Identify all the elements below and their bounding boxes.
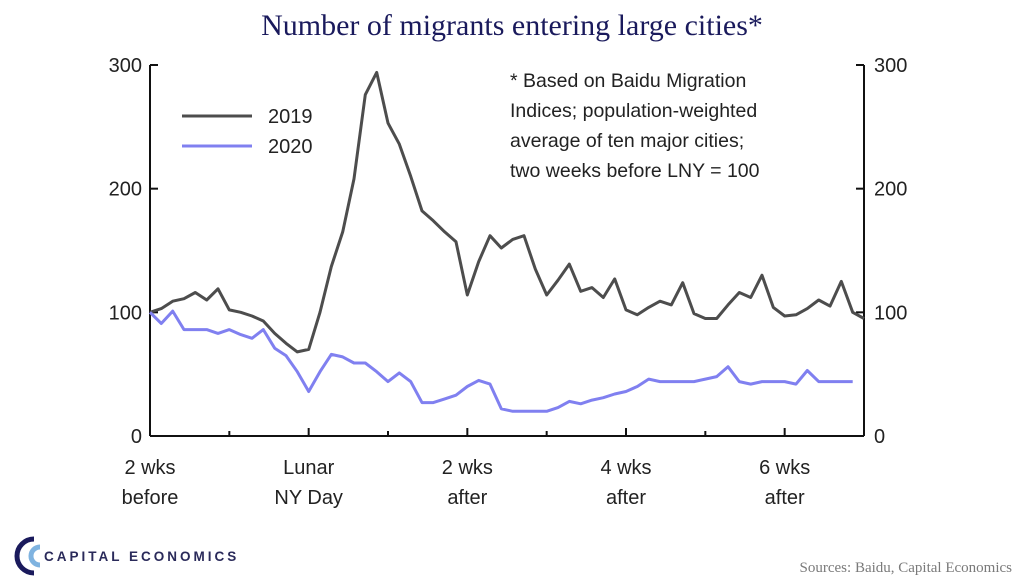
x-tick-label: 6 wks — [759, 457, 810, 479]
series-line-2020 — [148, 309, 853, 413]
series-group — [148, 70, 865, 413]
legend: 2019 2020 — [182, 106, 313, 158]
x-tick-label: 2 wks — [442, 457, 493, 479]
legend-label-2020: 2020 — [268, 136, 313, 158]
left-y-tick-label: 200 — [109, 179, 142, 201]
x-tick-label: after — [606, 487, 646, 509]
x-tick-label: NY Day — [274, 487, 343, 509]
left-y-tick-label: 0 — [131, 426, 142, 448]
annotation-line-4: two weeks before LNY = 100 — [510, 160, 760, 182]
right-y-tick-label: 0 — [874, 426, 885, 448]
brand-logo: CAPITAL ECONOMICS — [14, 536, 239, 576]
x-tick-label: Lunar — [283, 457, 334, 479]
source-note: Sources: Baidu, Capital Economics — [800, 560, 1013, 576]
x-tick-label: after — [447, 487, 487, 509]
annotation: * Based on Baidu Migration Indices; popu… — [510, 70, 760, 182]
left-y-tick-label: 100 — [109, 302, 142, 324]
brand-name: CAPITAL ECONOMICS — [44, 549, 239, 564]
axes: 0 100 200 300 0 100 200 300 2 wks before Lunar NY … — [109, 55, 908, 509]
annotation-line-2: Indices; population-weighted — [510, 100, 757, 122]
x-tick-label: after — [765, 487, 805, 509]
x-tick-label: before — [122, 487, 179, 509]
chart-title: Number of migrants entering large cities… — [261, 9, 763, 42]
x-ticks: 2 wks before Lunar NY Day 2 wks after 4 wks aft… — [122, 428, 810, 509]
annotation-line-1: * Based on Baidu Migration — [510, 70, 746, 92]
x-tick-label: 4 wks — [600, 457, 651, 479]
annotation-line-3: average of ten major cities; — [510, 130, 744, 152]
capital-economics-logo-icon — [14, 536, 41, 576]
series-line-2019 — [149, 70, 865, 354]
left-y-tick-label: 300 — [109, 55, 142, 77]
right-y-tick-label: 100 — [874, 302, 907, 324]
x-tick-label: 2 wks — [124, 457, 175, 479]
right-y-tick-label: 200 — [874, 179, 907, 201]
right-y-tick-label: 300 — [874, 55, 907, 77]
legend-label-2019: 2019 — [268, 106, 313, 128]
y-ticks: 0 100 200 300 0 100 200 300 — [109, 55, 908, 448]
